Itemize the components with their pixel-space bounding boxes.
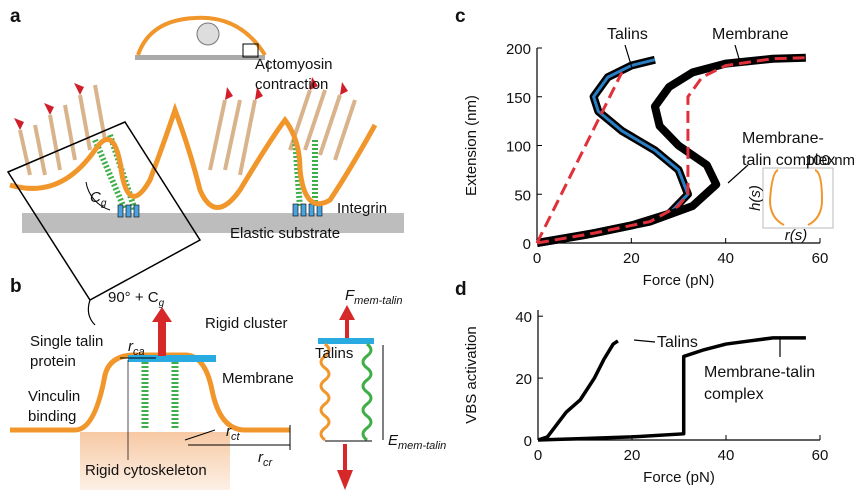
x-tick-label: 0 [534,447,542,464]
y-tick-label: 150 [506,90,531,107]
series-label: Membrane-talin complex [704,362,824,406]
series-label: Talins [607,24,648,46]
x-tick-label: 20 [624,447,641,464]
y-tick-label: 0 [523,236,531,253]
subscript: ca [133,346,145,358]
y-axis-label: VBS activation [463,326,480,424]
single-talin-label: Single talin protein [30,332,120,372]
text: 90° + C [108,289,159,306]
r-cr: rcr [258,449,274,469]
substrate-label: Elastic substrate [230,225,340,242]
subscript: g [159,298,165,309]
series-line [537,72,622,243]
vinculin-label: Vinculin binding [28,387,98,427]
label-arrow [634,340,655,342]
talins-label: Talins [315,345,353,362]
y-tick-label: 100 [506,139,531,156]
cytoskeleton-label: Rigid cytoskeleton [85,462,207,479]
y-tick-label: 0 [524,433,532,450]
x-tick-label: 60 [812,250,829,267]
y-tick-label: 40 [515,309,532,326]
y-tick-label: 20 [515,371,532,388]
x-tick-label: 0 [533,250,541,267]
x-tick-label: 40 [718,447,735,464]
force-label: Fmem-talin [345,287,402,307]
subscript: mem-talin [354,295,402,307]
figure: a Elastic substrate Integrin Cg b 90° + … [0,0,861,502]
subscript: cr [263,457,274,469]
inset-y-label: h(s) [747,185,764,211]
rotation-label: 90° + Cg [108,289,165,309]
series-line [538,341,618,440]
series-label: Membrane-talin complex [742,128,852,172]
y-tick-label: 200 [506,41,531,58]
inset-x-label: r(s) [785,227,808,244]
angle-label: Cg [90,189,107,209]
extension-label: Emem-talin [388,432,446,452]
rigid-cluster-label: Rigid cluster [205,315,288,332]
x-axis-label: Force (pN) [643,272,715,289]
membrane-label: Membrane [222,370,294,387]
panel-label: a [10,6,21,27]
panel-label: d [455,279,467,300]
y-axis-label: Extension (nm) [463,95,480,196]
x-tick-label: 20 [623,250,640,267]
y-tick-label: 50 [514,187,531,204]
subscript: mem-talin [398,440,446,452]
series-label: Membrane [712,24,788,46]
x-tick-label: 40 [717,250,734,267]
actomyosin-label: Actomyosin contraction [255,55,355,95]
integrin-label: Integrin [337,200,387,217]
symbol: C [90,189,101,206]
x-axis-label: Force (pN) [643,469,715,486]
panel-label: b [10,276,22,297]
figure-canvas: a Elastic substrate Integrin Cg b 90° + … [0,0,861,502]
subscript: g [101,198,107,209]
series-label: Talins [657,332,698,354]
subscript: ct [231,431,241,443]
panel-label: c [455,6,466,27]
x-tick-label: 60 [812,447,829,464]
